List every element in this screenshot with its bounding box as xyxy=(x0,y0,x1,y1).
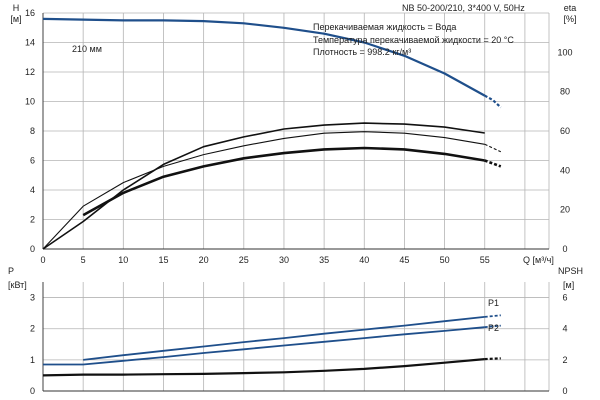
eta-axis-label: eta xyxy=(564,3,577,13)
eta-axis-unit: [%] xyxy=(563,14,576,24)
bottom-panel: 0 1 2 3 0 2 4 6 xyxy=(30,282,568,396)
left-tick-label: 2 xyxy=(30,215,35,225)
right-tick-label: 0 xyxy=(562,386,567,396)
x-tick-label: 45 xyxy=(399,255,409,265)
left-tick-label: 10 xyxy=(25,97,35,107)
h-axis-unit: [м] xyxy=(10,14,21,24)
right-tick-label: 40 xyxy=(560,165,570,175)
chart-title: NB 50-200/210, 3*400 V, 50Hz xyxy=(402,3,525,13)
bottom-series xyxy=(42,314,501,377)
top-series xyxy=(42,17,502,250)
bottom-ticks: 0 1 2 3 0 2 4 6 xyxy=(30,293,568,396)
x-tick-label: 25 xyxy=(239,255,249,265)
series-extension xyxy=(484,314,501,318)
left-tick-label: 16 xyxy=(25,8,35,18)
left-tick-label: 8 xyxy=(30,126,35,136)
p-axis-label: P xyxy=(8,266,14,276)
x-tick-label: 35 xyxy=(319,255,329,265)
x-tick-label: 55 xyxy=(480,255,490,265)
left-tick-label: 3 xyxy=(30,293,35,303)
right-tick-label: 80 xyxy=(560,87,570,97)
left-tick-label: 2 xyxy=(30,324,35,334)
top-grid xyxy=(42,12,550,250)
p-axis-unit: [кВт] xyxy=(8,280,27,290)
x-tick-label: 20 xyxy=(199,255,209,265)
annotation-temperature: Температура перекачиваемой жидкости = 20… xyxy=(313,35,514,45)
left-tick-label: 4 xyxy=(30,185,35,195)
x-tick-label: 50 xyxy=(440,255,450,265)
curve-label-p1: P1 xyxy=(488,298,499,308)
series-extension xyxy=(484,94,502,109)
annotation-density: Плотность = 998.2 кг/м³ xyxy=(313,47,411,57)
curve-label-p2: P2 xyxy=(488,323,499,333)
curve-label-210mm: 210 мм xyxy=(72,44,102,54)
right-tick-label: 0 xyxy=(562,244,567,254)
left-tick-label: 14 xyxy=(25,38,35,48)
series-line xyxy=(42,358,485,377)
right-tick-label: 6 xyxy=(562,293,567,303)
top-panel: 0 2 4 6 8 10 12 14 16 0 20 40 60 80 100 0 5 10 15 20 25 30 35 4… xyxy=(25,8,573,265)
x-tick-label: 10 xyxy=(118,255,128,265)
right-tick-label: 100 xyxy=(557,47,572,57)
series-line xyxy=(42,131,485,250)
x-axis-label: Q [м³/ч] xyxy=(523,255,554,265)
x-tick-label: 0 xyxy=(40,255,45,265)
series-extension xyxy=(484,324,501,329)
right-tick-label: 60 xyxy=(560,126,570,136)
series-extension xyxy=(484,159,502,168)
series-extension xyxy=(484,143,502,153)
h-axis-label: H xyxy=(13,3,20,13)
right-tick-label: 2 xyxy=(562,355,567,365)
series-line xyxy=(42,122,485,250)
x-tick-label: 30 xyxy=(279,255,289,265)
left-tick-label: 0 xyxy=(30,386,35,396)
series-line xyxy=(43,326,485,366)
top-ticks: 0 2 4 6 8 10 12 14 16 0 20 40 60 80 100 0 5 10 15 20 25 30 35 4… xyxy=(25,8,573,265)
x-tick-label: 40 xyxy=(359,255,369,265)
x-tick-label: 15 xyxy=(158,255,168,265)
right-tick-label: 20 xyxy=(560,205,570,215)
series-line xyxy=(82,146,485,217)
series-line xyxy=(83,316,485,361)
left-tick-label: 0 xyxy=(30,244,35,254)
x-tick-label: 5 xyxy=(81,255,86,265)
right-tick-label: 4 xyxy=(562,324,567,334)
series-line xyxy=(42,17,486,97)
series-extension xyxy=(484,357,501,361)
left-tick-label: 6 xyxy=(30,156,35,166)
npsh-axis-unit: [м] xyxy=(563,280,574,290)
left-tick-label: 1 xyxy=(30,355,35,365)
left-tick-label: 12 xyxy=(25,67,35,77)
npsh-axis-label: NPSH xyxy=(558,266,583,276)
bottom-grid xyxy=(42,282,550,392)
annotation-liquid: Перекачиваемая жидкость = Вода xyxy=(313,22,456,32)
